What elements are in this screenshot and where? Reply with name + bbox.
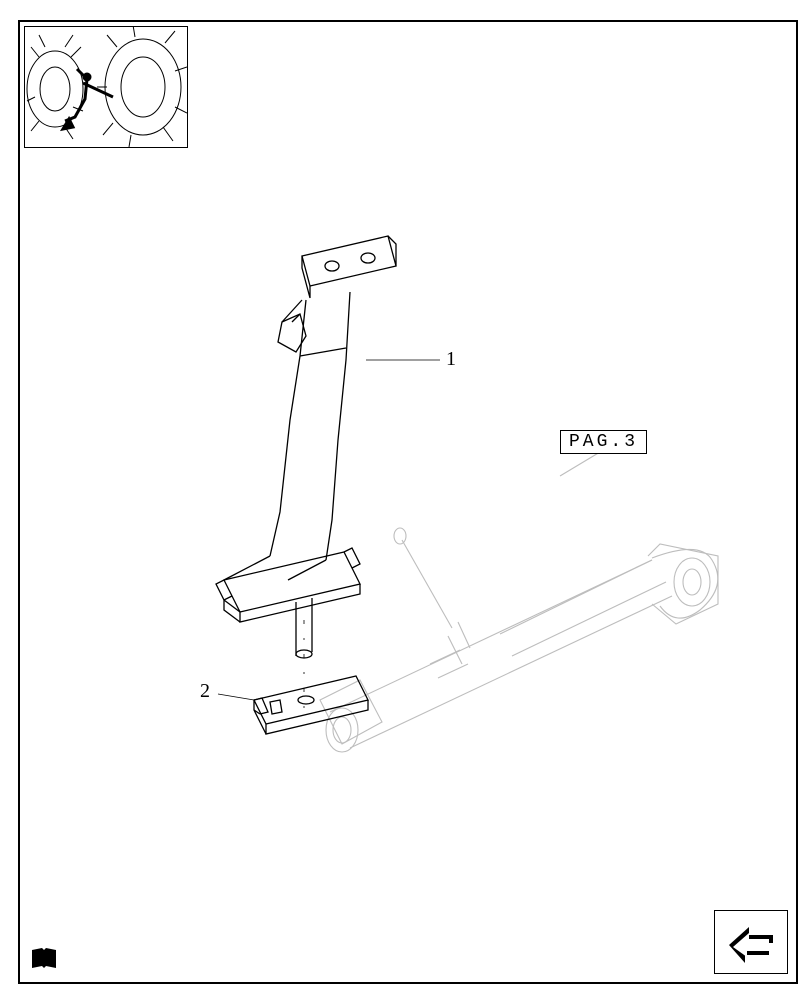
linkage-bracket xyxy=(216,236,440,658)
callout-1: 1 xyxy=(446,348,456,371)
base-plate xyxy=(218,676,368,734)
technical-drawing xyxy=(0,0,812,1000)
callout-2: 2 xyxy=(200,680,210,703)
top-link-cylinder xyxy=(320,452,718,752)
page-ref-box: PAG.3 xyxy=(560,430,647,454)
page-root: 1 2 PAG.3 xyxy=(0,0,812,1000)
